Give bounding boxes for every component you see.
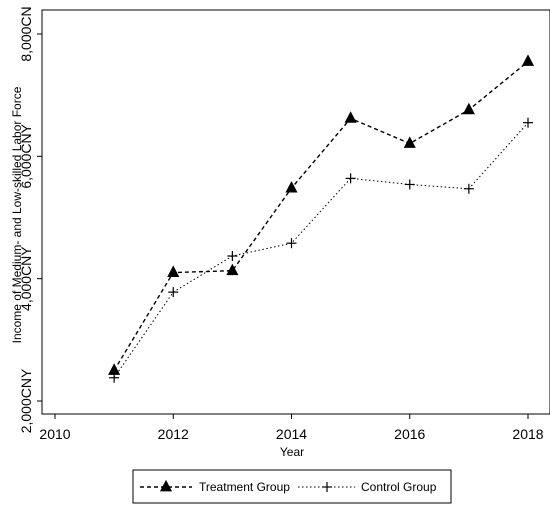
y-tick-label: 4,000CNY [18, 246, 34, 311]
control-point [404, 179, 415, 190]
control-point [168, 287, 179, 298]
y-tick-label: 8,000CN [18, 6, 34, 61]
x-tick-label: 2014 [276, 426, 307, 442]
x-tick-label: 2012 [158, 426, 189, 442]
legend-label: Treatment Group [199, 480, 290, 494]
control-point [463, 183, 474, 194]
legend: Treatment Group Control Group [132, 469, 452, 504]
control-point [109, 372, 120, 383]
treatment-point [285, 180, 298, 193]
control-point [345, 173, 356, 184]
x-tick-label: 2016 [394, 426, 425, 442]
series-layer [108, 54, 535, 383]
x-axis: 2010 2012 2014 2016 2018 [39, 414, 544, 442]
control-point [227, 251, 238, 262]
x-axis-title: Year [280, 445, 304, 459]
treatment-point [167, 265, 180, 277]
x-tick-label: 2018 [512, 426, 543, 442]
treatment-point [462, 102, 475, 115]
plot-frame [41, 9, 550, 415]
y-tick-label: 2,000CNY [18, 368, 34, 433]
control-point [523, 117, 533, 128]
x-tick-label: 2010 [39, 426, 70, 442]
treatment-point [159, 479, 173, 492]
control-point [286, 238, 297, 249]
control-point [322, 482, 332, 492]
treatment-point [521, 54, 535, 66]
y-axis-title: Income of Medium- and Low-skilled Labor … [10, 86, 24, 343]
treatment-point [108, 363, 121, 375]
treatment-point [344, 111, 357, 123]
y-tick-label: 6,000CNY [18, 123, 34, 188]
treatment-point [403, 136, 416, 148]
y-axis: 2,000CNY 4,000CNY 6,000CNY 8,000CN [18, 6, 42, 433]
treatment-point [226, 263, 239, 276]
legend-label: Control Group [361, 480, 437, 494]
